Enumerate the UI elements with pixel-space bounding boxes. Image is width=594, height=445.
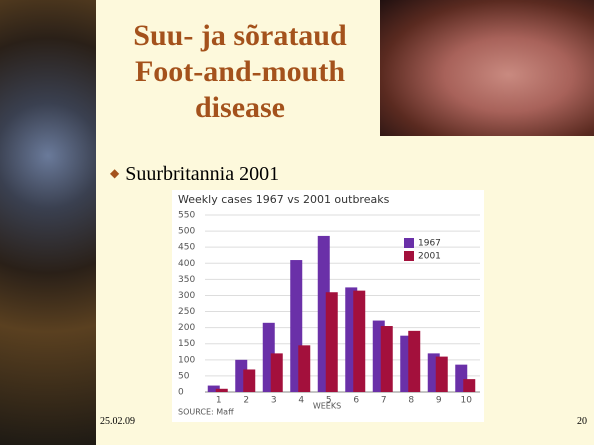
y-tick-label: 100 xyxy=(178,355,195,365)
x-tick-label: 6 xyxy=(353,396,359,406)
x-tick-label: 9 xyxy=(436,396,442,406)
title-line: Suu- ja sõrataud xyxy=(100,18,380,54)
slide-title: Suu- ja sõrataud Foot-and-mouth disease xyxy=(100,18,380,126)
bar xyxy=(463,379,475,392)
bar xyxy=(243,369,255,392)
y-tick-label: 50 xyxy=(178,371,190,381)
bullet: Suurbritannia 2001 xyxy=(110,163,279,186)
cow-photo xyxy=(380,0,594,136)
x-tick-label: 1 xyxy=(216,396,222,406)
source: SOURCE: Maff xyxy=(178,408,234,417)
legend-swatch xyxy=(404,238,414,248)
bar xyxy=(408,331,420,392)
bar xyxy=(298,345,310,392)
title-line: disease xyxy=(100,90,380,126)
y-tick-label: 550 xyxy=(178,211,195,221)
bar xyxy=(271,353,283,392)
y-tick-label: 300 xyxy=(178,291,195,301)
y-tick-label: 0 xyxy=(178,388,184,398)
x-tick-label: 4 xyxy=(298,396,304,406)
date: 25.02.09 xyxy=(100,416,135,427)
bar xyxy=(326,292,338,392)
x-tick-label: 5 xyxy=(326,396,332,406)
chart-title: Weekly cases 1967 vs 2001 outbreaks xyxy=(178,193,390,206)
legend-label: 1967 xyxy=(418,239,441,249)
title-line: Foot-and-mouth xyxy=(100,54,380,90)
x-tick-label: 7 xyxy=(381,396,387,406)
y-tick-label: 500 xyxy=(178,227,195,237)
bar xyxy=(216,389,228,392)
chart: Weekly cases 1967 vs 2001 outbreaks WEEK… xyxy=(172,190,484,422)
y-tick-label: 450 xyxy=(178,243,195,253)
bar xyxy=(353,291,365,392)
x-tick-label: 2 xyxy=(243,396,249,406)
y-tick-label: 150 xyxy=(178,339,195,349)
legend-swatch xyxy=(404,251,414,261)
y-tick-label: 200 xyxy=(178,323,195,333)
y-tick-label: 400 xyxy=(178,259,195,269)
bar xyxy=(381,326,393,392)
bar xyxy=(436,357,448,392)
legend-label: 2001 xyxy=(418,252,441,262)
x-tick-label: 10 xyxy=(461,396,473,406)
y-tick-label: 250 xyxy=(178,307,195,317)
slide: Suu- ja sõrataud Foot-and-mouth disease … xyxy=(0,0,594,445)
page-number: 20 xyxy=(577,416,587,427)
x-tick-label: 8 xyxy=(408,396,414,406)
decor-image xyxy=(0,0,96,445)
y-tick-label: 350 xyxy=(178,275,195,285)
x-tick-label: 3 xyxy=(271,396,277,406)
